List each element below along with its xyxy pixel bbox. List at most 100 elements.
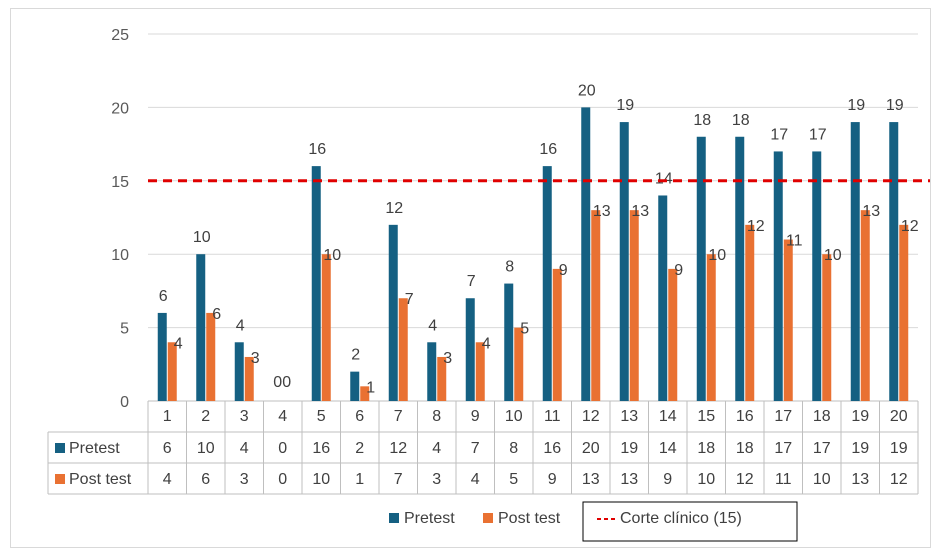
bar-pretest bbox=[427, 342, 437, 401]
y-tick-label: 20 bbox=[111, 100, 129, 117]
data-label: 10 bbox=[323, 247, 341, 264]
table-cell: 3 bbox=[432, 471, 441, 488]
y-tick-label: 0 bbox=[120, 394, 129, 411]
table-cell: 14 bbox=[659, 440, 677, 457]
y-tick-label: 10 bbox=[111, 247, 129, 264]
table-cell: 12 bbox=[389, 440, 407, 457]
bar-posttest bbox=[822, 254, 832, 401]
table-cell: 2 bbox=[355, 440, 364, 457]
bar-pretest bbox=[542, 166, 552, 401]
table-cell: 10 bbox=[697, 471, 715, 488]
table-cell: 13 bbox=[620, 471, 638, 488]
x-tick-label: 15 bbox=[697, 408, 715, 425]
table-cell: 6 bbox=[201, 471, 210, 488]
table-cell: 10 bbox=[813, 471, 831, 488]
table-cell: 18 bbox=[736, 440, 754, 457]
bar-pretest bbox=[696, 136, 706, 401]
table-cell: 8 bbox=[509, 440, 518, 457]
bar-pretest bbox=[196, 254, 206, 401]
x-tick-label: 10 bbox=[505, 408, 523, 425]
table-cell: 11 bbox=[775, 471, 792, 488]
x-tick-label: 18 bbox=[813, 408, 831, 425]
data-label: 9 bbox=[559, 262, 568, 279]
x-tick-label: 13 bbox=[620, 408, 638, 425]
bar-pretest bbox=[581, 107, 591, 402]
legend-box bbox=[582, 501, 798, 542]
data-label: 6 bbox=[159, 288, 168, 305]
y-tick-label: 25 bbox=[111, 27, 129, 44]
table-cell: 13 bbox=[582, 471, 600, 488]
table-cell: 20 bbox=[582, 440, 600, 457]
x-tick-label: 11 bbox=[544, 408, 561, 425]
x-tick-label: 12 bbox=[582, 408, 600, 425]
x-tick-label: 19 bbox=[851, 408, 869, 425]
table-cell: 19 bbox=[851, 440, 869, 457]
bar-pretest bbox=[850, 122, 860, 401]
table-cell: 4 bbox=[432, 440, 441, 457]
bar-posttest bbox=[591, 210, 601, 401]
data-label: 1 bbox=[366, 379, 375, 396]
data-label: 8 bbox=[505, 259, 514, 276]
data-label: 13 bbox=[862, 203, 880, 220]
data-label: 19 bbox=[886, 97, 904, 114]
data-label: 5 bbox=[520, 321, 529, 338]
table-cell: 6 bbox=[163, 440, 172, 457]
table-series-key bbox=[55, 443, 65, 453]
y-tick-label: 5 bbox=[120, 321, 129, 338]
bar-pretest bbox=[465, 298, 475, 401]
table-cell: 5 bbox=[509, 471, 518, 488]
table-cell: 16 bbox=[543, 440, 561, 457]
data-label: 16 bbox=[539, 141, 557, 158]
data-label: 4 bbox=[236, 317, 245, 334]
bar-pretest bbox=[388, 224, 398, 401]
x-tick-label: 2 bbox=[201, 408, 210, 425]
data-label: 13 bbox=[631, 203, 649, 220]
table-cell: 12 bbox=[736, 471, 754, 488]
bar-posttest bbox=[668, 268, 678, 401]
data-label: 7 bbox=[467, 273, 476, 290]
table-cell: 0 bbox=[278, 471, 287, 488]
bar-pretest bbox=[350, 371, 360, 401]
x-tick-label: 1 bbox=[163, 408, 172, 425]
legend-label-pretest: Pretest bbox=[404, 510, 455, 527]
table-cell: 10 bbox=[197, 440, 215, 457]
bar-pretest bbox=[311, 166, 321, 401]
data-label: 0 bbox=[282, 374, 291, 391]
bar-pretest bbox=[619, 122, 629, 401]
data-label: 9 bbox=[674, 262, 683, 279]
table-cell: 7 bbox=[471, 440, 480, 457]
table-series-key bbox=[55, 474, 65, 484]
data-label: 14 bbox=[655, 170, 673, 187]
x-tick-label: 8 bbox=[432, 408, 441, 425]
data-label: 12 bbox=[747, 218, 765, 235]
bar-pretest bbox=[773, 151, 783, 401]
data-label: 3 bbox=[251, 350, 260, 367]
data-label: 10 bbox=[824, 247, 842, 264]
legend-label-reference: Corte clínico (15) bbox=[620, 510, 742, 527]
table-cell: 17 bbox=[813, 440, 831, 457]
table-cell: 4 bbox=[471, 471, 480, 488]
table-cell: 17 bbox=[774, 440, 792, 457]
table-cell: 13 bbox=[851, 471, 869, 488]
bar-pretest bbox=[157, 312, 167, 401]
bar-pretest bbox=[735, 136, 745, 401]
data-label: 6 bbox=[212, 306, 221, 323]
table-cell: 1 bbox=[355, 471, 364, 488]
data-label: 4 bbox=[428, 317, 437, 334]
data-label: 18 bbox=[732, 112, 750, 129]
bar-posttest bbox=[360, 386, 370, 401]
table-cell: 19 bbox=[620, 440, 638, 457]
data-label: 10 bbox=[708, 247, 726, 264]
data-label: 19 bbox=[847, 97, 865, 114]
data-label: 3 bbox=[443, 350, 452, 367]
x-tick-label: 14 bbox=[659, 408, 677, 425]
table-cell: 9 bbox=[663, 471, 672, 488]
table-cell: 12 bbox=[890, 471, 908, 488]
x-tick-label: 16 bbox=[736, 408, 754, 425]
bar-pretest bbox=[889, 122, 899, 401]
bar-posttest bbox=[437, 356, 447, 401]
x-tick-label: 5 bbox=[317, 408, 326, 425]
bar-posttest bbox=[629, 210, 639, 401]
bar-posttest bbox=[783, 239, 793, 401]
